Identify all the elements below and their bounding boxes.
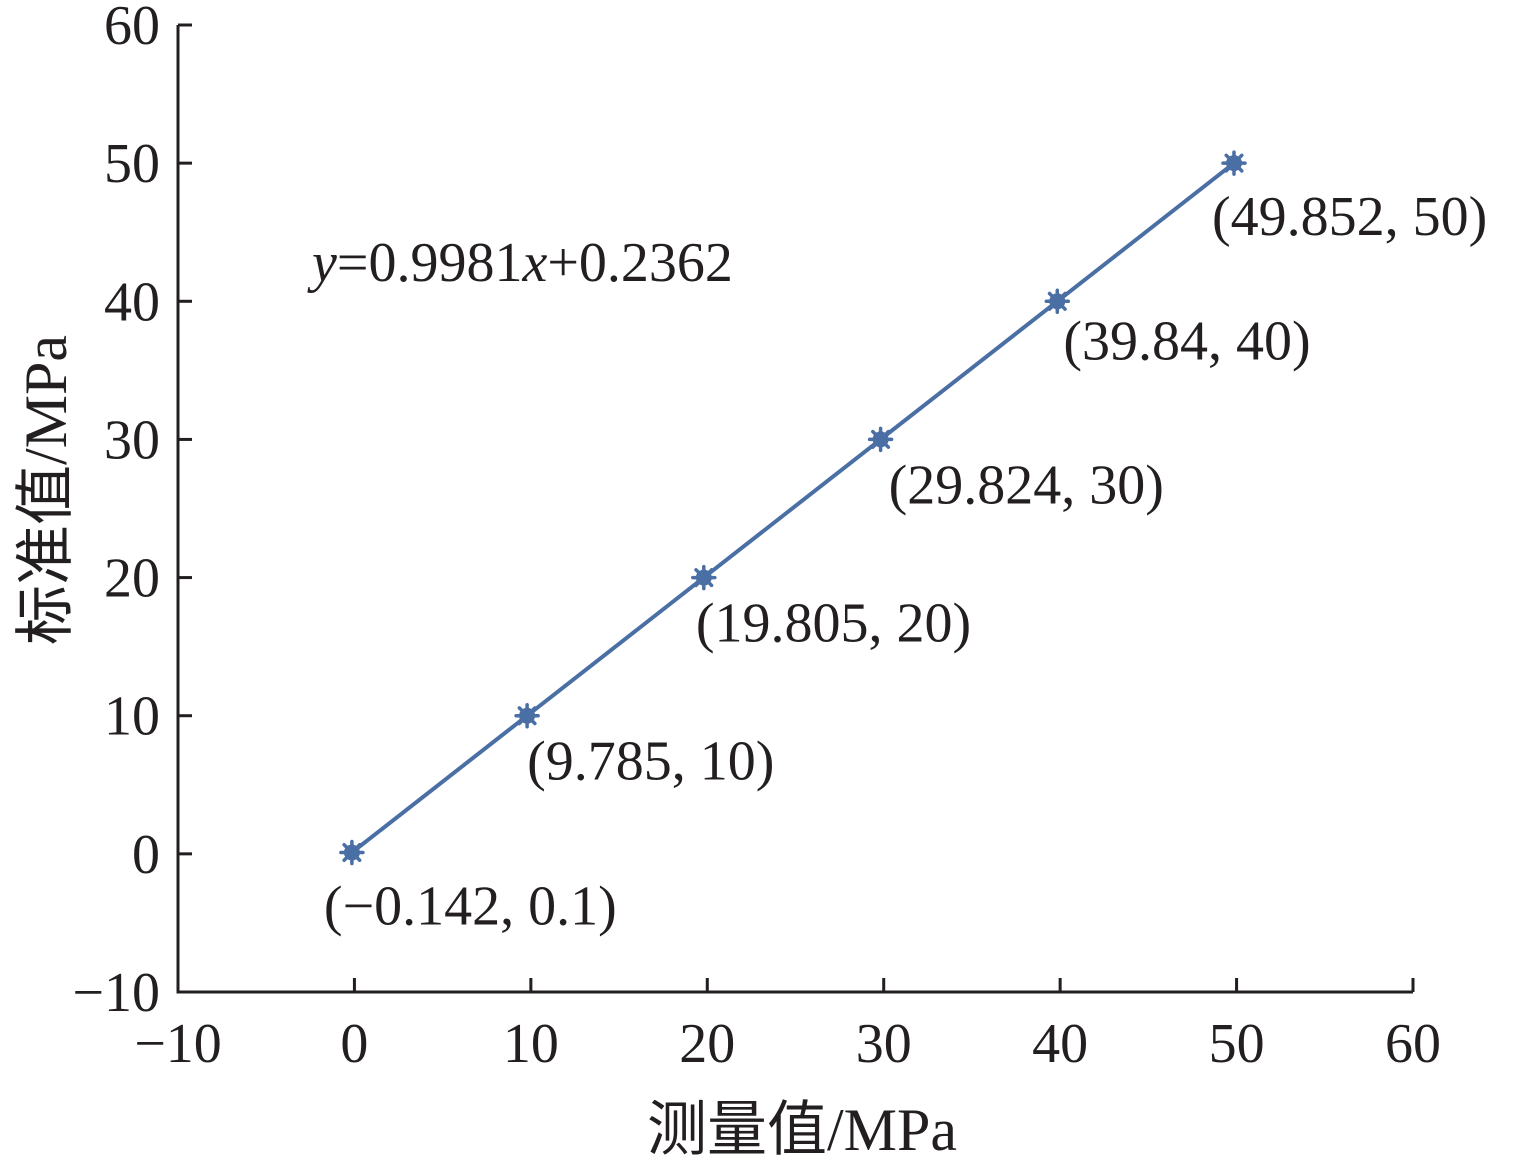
data-point xyxy=(1044,288,1071,315)
data-point-label: (9.785, 10) xyxy=(527,731,774,793)
x-tick-label: 10 xyxy=(503,1013,559,1075)
data-point-label: (−0.142, 0.1) xyxy=(324,875,617,937)
data-point-spoke xyxy=(1047,291,1067,311)
x-tick-label: 30 xyxy=(856,1013,912,1075)
x-tick-label: 60 xyxy=(1385,1013,1441,1075)
x-tick-label: 20 xyxy=(679,1013,735,1075)
data-point-spoke xyxy=(1224,153,1244,173)
data-point-spoke xyxy=(694,568,714,588)
regression-equation: y=0.9981x+0.2362 xyxy=(307,232,733,294)
y-tick-label: 30 xyxy=(104,409,160,471)
y-tick-label: 60 xyxy=(104,0,160,57)
data-point xyxy=(1221,150,1247,176)
data-point xyxy=(691,564,717,591)
y-tick-label: 50 xyxy=(104,133,160,195)
data-point-spoke xyxy=(517,706,537,726)
x-axis-ticks: −10 0 10 20 30 40 50 60 xyxy=(134,978,1441,1075)
point-labels: (−0.142, 0.1) (9.785, 10) (19.805, 20) (29.… xyxy=(324,186,1487,937)
data-point-spoke xyxy=(342,842,362,863)
data-point xyxy=(514,702,540,729)
data-point xyxy=(867,426,894,453)
data-point-label: (29.824, 30) xyxy=(889,454,1164,516)
y-tick-label: 0 xyxy=(132,824,160,886)
y-axis-title: 标准值/MPa xyxy=(13,335,79,645)
x-axis-title: 测量值/MPa xyxy=(647,1097,957,1161)
series-line xyxy=(350,161,1236,855)
y-axis-ticks: −10 0 10 20 30 40 50 60 xyxy=(72,0,192,1024)
x-tick-label: −10 xyxy=(134,1013,222,1075)
y-tick-label: 20 xyxy=(104,548,160,610)
data-point xyxy=(339,839,365,866)
data-point-label: (19.805, 20) xyxy=(696,593,971,655)
equation-part: =0.9981 xyxy=(337,232,523,294)
x-tick-label: 40 xyxy=(1032,1013,1088,1075)
equation-part: x xyxy=(521,232,547,294)
equation-part: +0.2362 xyxy=(547,232,733,294)
series-layer xyxy=(339,150,1247,866)
y-tick-label: 40 xyxy=(104,271,160,333)
data-point-label: (39.84, 40) xyxy=(1063,310,1310,372)
x-tick-label: 50 xyxy=(1209,1013,1265,1075)
equation-part: y xyxy=(307,232,337,294)
data-point-spoke xyxy=(871,429,891,449)
data-point-label: (49.852, 50) xyxy=(1212,186,1487,248)
y-tick-label: −10 xyxy=(72,962,160,1024)
y-tick-label: 10 xyxy=(104,686,160,748)
x-tick-label: 0 xyxy=(340,1013,368,1075)
